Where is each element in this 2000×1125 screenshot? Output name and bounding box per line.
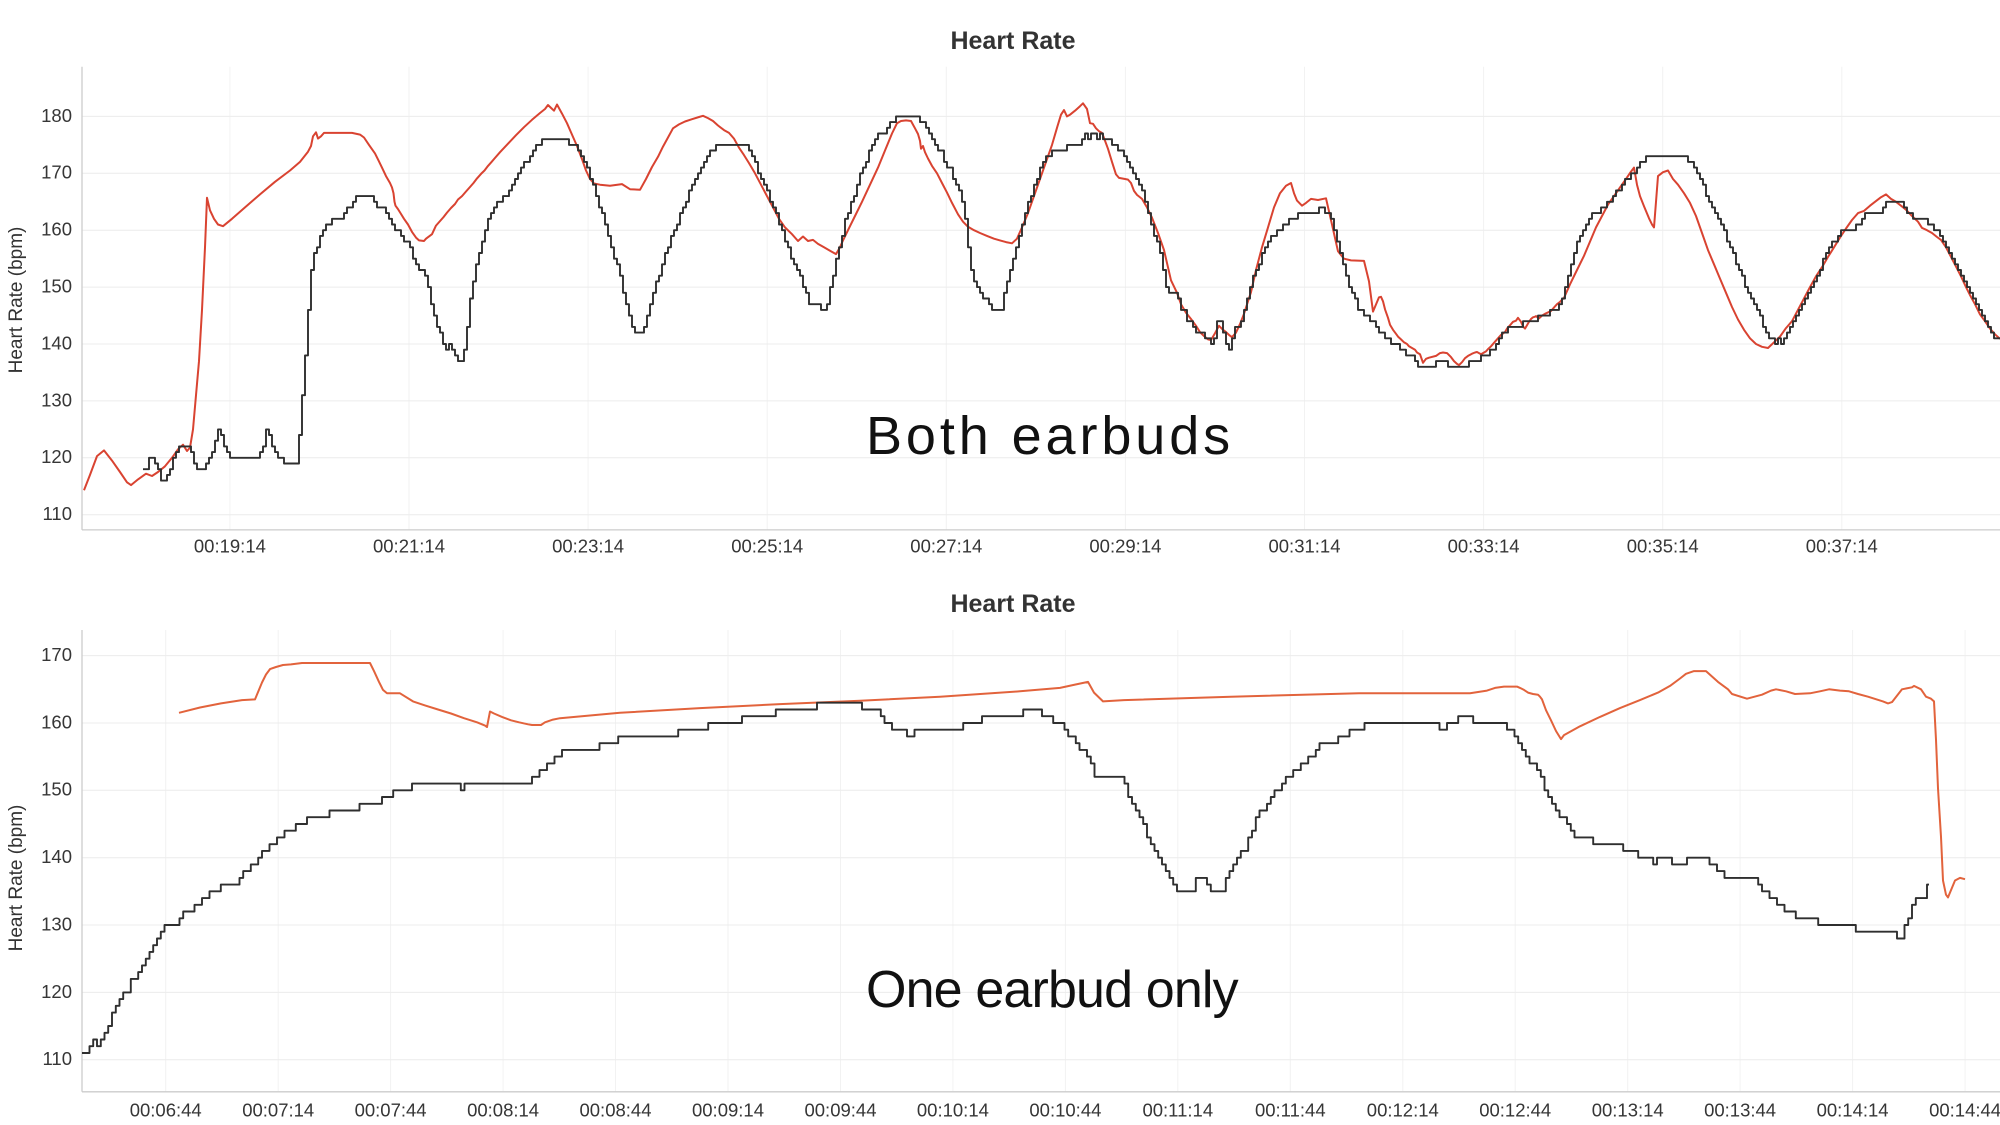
svg-text:00:14:44: 00:14:44 [1929,1100,2000,1121]
svg-text:00:29:14: 00:29:14 [1089,536,1161,557]
svg-text:110: 110 [43,503,73,524]
svg-text:150: 150 [41,779,72,800]
svg-text:180: 180 [41,105,72,126]
svg-text:Both earbuds: Both earbuds [866,406,1234,466]
svg-text:00:06:44: 00:06:44 [130,1100,202,1121]
svg-text:160: 160 [41,219,72,240]
svg-text:120: 120 [41,446,72,467]
svg-text:Heart Rate: Heart Rate [950,27,1075,55]
svg-text:00:33:14: 00:33:14 [1448,536,1520,557]
svg-text:120: 120 [41,981,72,1002]
svg-text:00:19:14: 00:19:14 [194,536,266,557]
svg-text:00:12:44: 00:12:44 [1479,1100,1551,1121]
svg-text:00:13:14: 00:13:14 [1592,1100,1664,1121]
svg-text:00:35:14: 00:35:14 [1627,536,1699,557]
svg-text:00:07:44: 00:07:44 [355,1100,427,1121]
svg-text:00:07:14: 00:07:14 [242,1100,314,1121]
svg-text:Heart Rate (bpm): Heart Rate (bpm) [6,805,27,952]
svg-text:Heart Rate (bpm): Heart Rate (bpm) [6,227,27,374]
svg-text:130: 130 [41,913,72,934]
svg-text:110: 110 [43,1048,73,1069]
svg-text:140: 140 [41,846,72,867]
svg-text:00:10:14: 00:10:14 [917,1100,989,1121]
svg-text:00:09:44: 00:09:44 [804,1100,876,1121]
svg-text:170: 170 [41,162,72,183]
svg-text:170: 170 [41,644,72,665]
svg-text:00:09:14: 00:09:14 [692,1100,764,1121]
svg-text:00:31:14: 00:31:14 [1268,536,1340,557]
svg-text:00:08:14: 00:08:14 [467,1100,539,1121]
svg-text:150: 150 [41,275,72,296]
svg-text:00:37:14: 00:37:14 [1806,536,1878,557]
svg-text:00:13:44: 00:13:44 [1704,1100,1776,1121]
svg-text:130: 130 [41,389,72,410]
svg-text:00:08:44: 00:08:44 [579,1100,651,1121]
svg-text:00:11:14: 00:11:14 [1142,1100,1213,1121]
svg-text:00:25:14: 00:25:14 [731,536,803,557]
svg-text:00:11:44: 00:11:44 [1255,1100,1326,1121]
svg-text:00:10:44: 00:10:44 [1029,1100,1101,1121]
svg-text:00:12:14: 00:12:14 [1367,1100,1439,1121]
svg-text:00:14:14: 00:14:14 [1817,1100,1889,1121]
svg-text:00:23:14: 00:23:14 [552,536,624,557]
svg-text:One earbud only: One earbud only [866,961,1239,1019]
svg-text:00:21:14: 00:21:14 [373,536,445,557]
svg-text:00:27:14: 00:27:14 [910,536,982,557]
svg-text:Heart Rate: Heart Rate [950,590,1075,618]
svg-text:160: 160 [41,711,72,732]
svg-text:140: 140 [41,332,72,353]
